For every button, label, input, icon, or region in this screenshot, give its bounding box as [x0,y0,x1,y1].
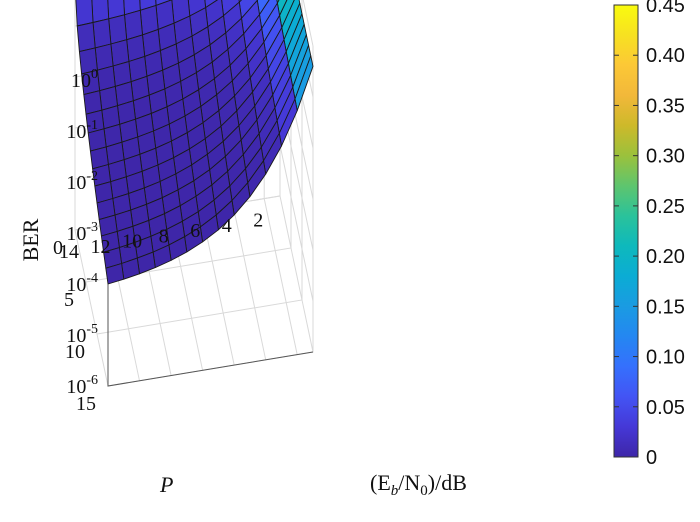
x-tick-label-6: 14 [59,241,79,263]
y-tick-label-2: 10 [65,341,85,363]
z-tick-label-5: 10-1 [66,118,98,143]
y-tick-label-1: 5 [64,289,74,311]
z-tick-label-1: 10-5 [66,322,98,347]
colorbar-tick-label-3: 0.15 [646,296,685,318]
colorbar-tick-label-4: 0.20 [646,246,685,268]
colorbar-tick-label-9: 0.45 [646,0,685,17]
colorbar-tick-label-6: 0.30 [646,146,685,168]
surface-patch-12-1 [76,22,96,53]
x-tick-label-1: 4 [222,215,232,237]
z-tick-label-0: 10-6 [66,373,98,398]
x-tick-label-4: 10 [122,231,142,253]
surface-patch-12-0 [75,0,94,27]
x-gridline-0 [263,0,298,355]
y-axis-label: P [159,472,173,497]
colorbar [613,4,639,458]
x-tick-label-2: 6 [190,220,200,242]
x-tick-label-0: 2 [253,210,263,232]
x-tick-label-3: 8 [159,225,169,247]
x-axis-label-open: (E [370,470,391,495]
x-axis-label-mid: /N [398,470,420,495]
x-tick-label-5: 12 [91,236,111,258]
colorbar-tick-label-8: 0.40 [646,45,685,67]
colorbar-ticks: 0 0.05 0.10 0.15 0.20 0.25 0.30 0.35 0.40 0.45 [614,0,685,469]
surface-plot [75,0,314,285]
colorbar-tick-label-2: 0.10 [646,347,685,369]
z-tick-label-3: 10-3 [66,220,98,245]
z-tick-label-2: 10-4 [66,271,98,296]
surface-patch-12-14 [105,263,125,285]
colorbar-tick-label-5: 0.25 [646,196,685,218]
surface-patch-11-1 [92,18,112,49]
colorbar-tick-label-1: 0.05 [646,397,685,419]
surface-patch-10-1 [108,14,128,45]
x-axis-label: (Eb/N0)/dB [370,470,467,499]
x-axis-label-sub-b: b [391,483,399,499]
z-axis-label: BER [18,218,43,261]
x-axis-label-close: )/dB [428,470,467,495]
y-tick-label-3: 15 [76,393,96,415]
x-axis-label-sub-0: 0 [420,483,428,499]
z-tick-label-4: 10-2 [66,169,98,194]
y-tick-label-0: 0 [53,237,63,259]
z-tick-label-6: 100 [71,67,98,92]
x-gridline-6 [74,0,109,387]
colorbar-tick-label-7: 0.35 [646,95,685,117]
colorbar-tick-label-0: 0 [646,447,657,469]
